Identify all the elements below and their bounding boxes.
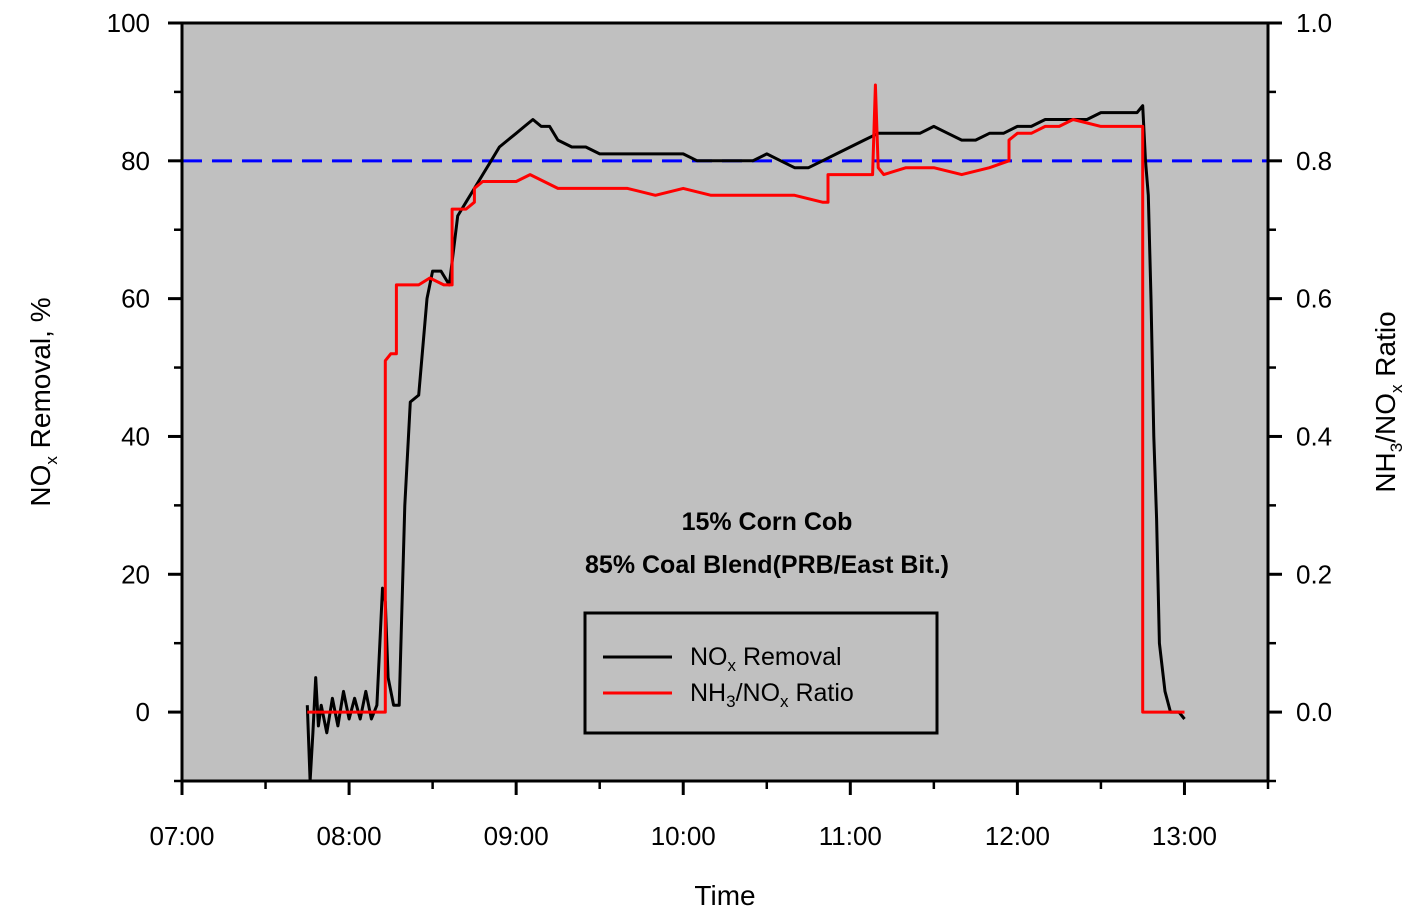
legend-box	[583, 611, 939, 735]
x-tick-label-0: 07:00	[149, 821, 214, 851]
legend-label-nox-removal: NOx Removal	[690, 643, 842, 675]
series-line-0	[305, 104, 1186, 783]
x-tick-label-2: 09:00	[484, 821, 549, 851]
y-left-tick-label-0: 0	[136, 697, 150, 727]
y-axis-title-right: NH3/NOx Ratio	[1370, 311, 1406, 492]
y-left-tick-label-4: 80	[121, 146, 150, 176]
ticks-layer: 07:00 08:00 09:00 10:00 11:00 12:00 13:00 0 20 40…	[107, 8, 1333, 851]
y-right-tick-label-0: 0.0	[1296, 697, 1332, 727]
x-tick-label-6: 13:00	[1152, 821, 1217, 851]
x-tick-label-4: 11:00	[819, 821, 882, 851]
y-left-tick-label-2: 40	[121, 421, 150, 451]
y-axis-title-left: NOx Removal, %	[25, 297, 61, 506]
y-left-tick-label-1: 20	[121, 559, 150, 589]
y-right-tick-label-4: 0.8	[1296, 146, 1332, 176]
legend-label-nh3-nox-ratio: NH3/NOx Ratio	[690, 679, 854, 711]
y-right-tick-label-2: 0.4	[1296, 421, 1332, 451]
y-right-tick-label-3: 0.6	[1296, 284, 1332, 314]
y-left-tick-label-5: 100	[107, 8, 150, 38]
x-tick-label-5: 12:00	[985, 821, 1050, 851]
legend: NOx Removal NH3/NOx Ratio	[583, 611, 939, 735]
series-layer	[305, 83, 1186, 783]
series-line-1	[307, 83, 1185, 714]
x-axis-title: Time	[694, 880, 755, 911]
y-right-tick-label-1: 0.2	[1296, 559, 1332, 589]
x-tick-label-1: 08:00	[317, 821, 382, 851]
annotation-line-2: 85% Coal Blend(PRB/East Bit.)	[585, 551, 949, 579]
plot-frame	[180, 21, 1270, 783]
y-left-tick-label-3: 60	[121, 284, 150, 314]
annotation-line-1: 15% Corn Cob	[682, 508, 853, 536]
x-tick-label-3: 10:00	[651, 821, 716, 851]
y-right-tick-label-5: 1.0	[1296, 8, 1332, 38]
